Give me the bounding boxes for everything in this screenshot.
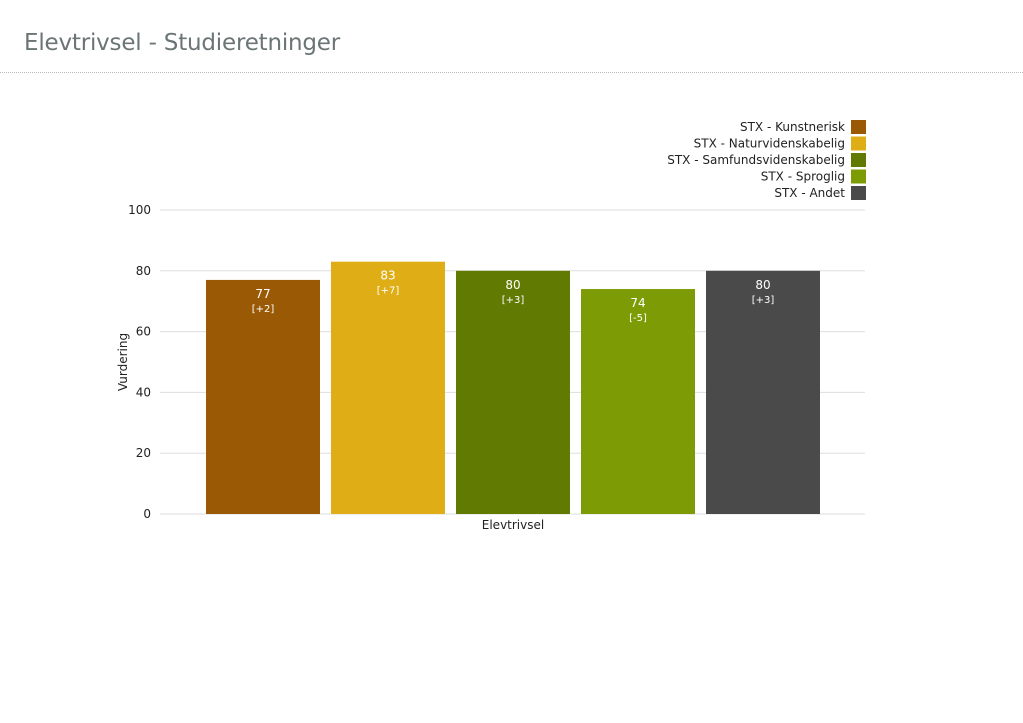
bar[interactable] [206,279,320,514]
bar[interactable] [331,261,445,514]
legend-swatch [851,169,866,184]
legend: STX - Kunstnerisk STX - Naturvidenskabeli… [667,120,866,200]
y-tick-label: 40 [136,385,151,399]
legend-swatch [851,120,866,134]
bar-value-label: 80 [505,278,520,292]
legend-label[interactable]: STX - Samfundsvidenskabelig [667,153,845,167]
legend-label[interactable]: STX - Sproglig [761,170,845,184]
bar-change-label: [-5] [629,313,647,324]
bar-change-label: [+7] [377,286,400,297]
bar-value-label: 77 [255,287,270,301]
y-tick-label: 60 [136,325,151,339]
bar-change-label: [+2] [252,304,275,315]
legend-label[interactable]: STX - Naturvidenskabelig [694,137,845,151]
legend-label[interactable]: STX - Andet [774,186,845,200]
title-divider [0,72,1023,73]
bar-value-label: 80 [755,278,770,292]
legend-swatch [851,186,866,200]
legend-label[interactable]: STX - Kunstnerisk [740,120,845,134]
page-title: Elevtrivsel - Studieretninger [24,30,341,56]
y-tick-label: 0 [143,507,151,521]
y-tick-label: 100 [128,203,151,217]
bar-change-label: [+3] [752,295,775,306]
bar[interactable] [706,270,820,514]
bar-value-label: 74 [630,296,645,310]
bar-change-label: [+3] [502,295,525,306]
bar-value-label: 83 [380,269,395,283]
x-axis-label: Elevtrivsel [482,518,544,532]
bars: 77 [+2] 83 [+7] 80 [+3] 74 [-5] 80 [+3] [206,261,820,514]
legend-swatch [851,153,866,167]
y-axis-ticks: 0 20 40 60 80 100 [128,203,151,521]
bar[interactable] [456,270,570,514]
legend-swatch [851,136,866,151]
y-tick-label: 20 [136,446,151,460]
y-tick-label: 80 [136,264,151,278]
y-axis-label: Vurdering [116,333,130,391]
bar[interactable] [581,289,695,514]
